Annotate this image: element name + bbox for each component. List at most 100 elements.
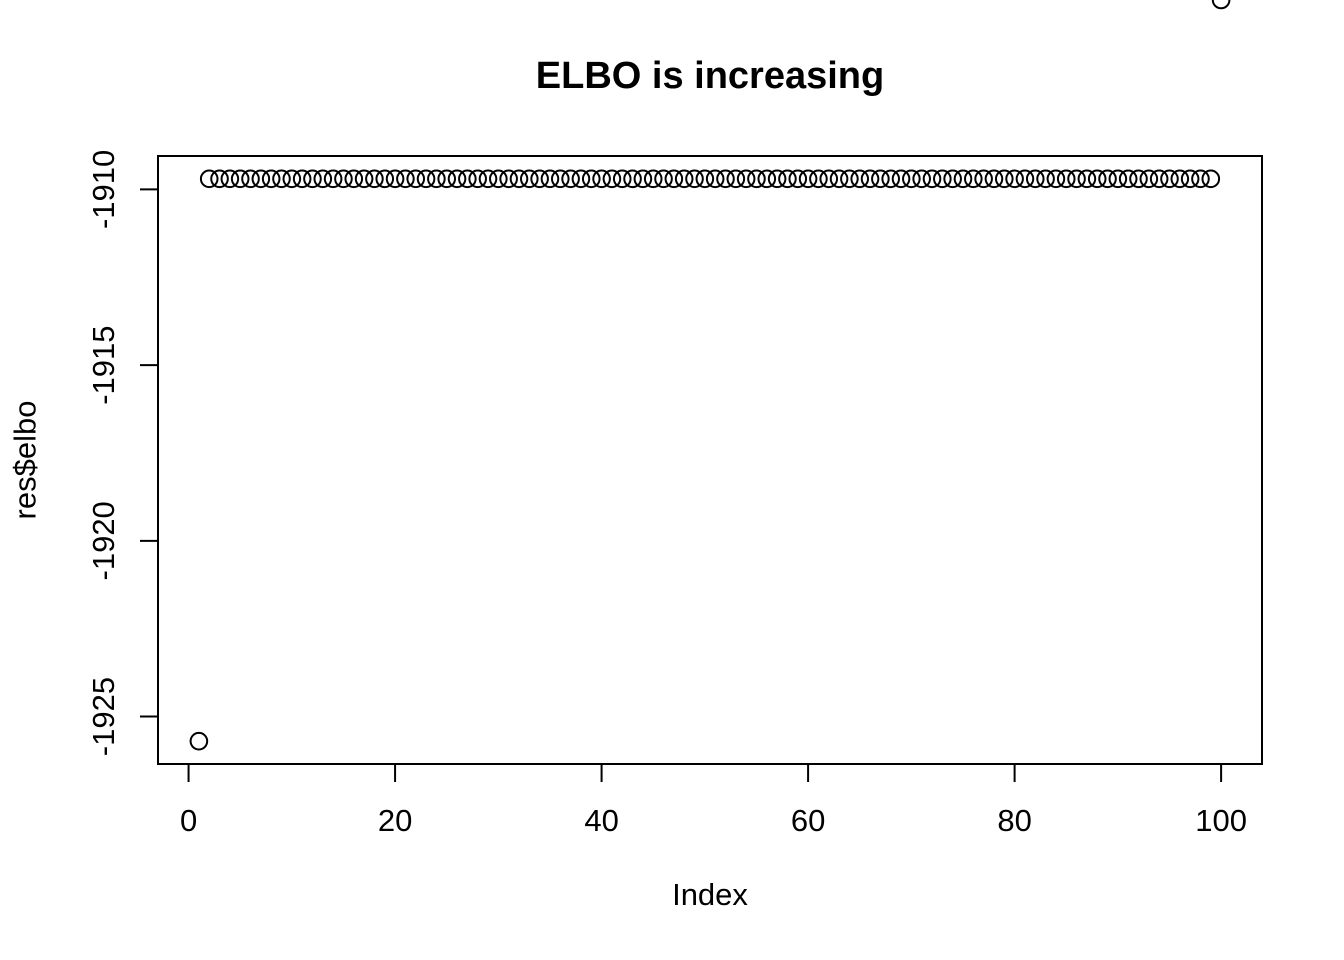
data-point [230,169,250,189]
data-point [540,169,560,189]
data-point [695,169,715,189]
data-point [643,169,663,189]
data-point [1046,169,1066,189]
data-point [571,169,591,189]
data-point [602,169,622,189]
data-point [933,169,952,189]
data-point [778,169,797,189]
data-point [1170,169,1190,189]
data-point [1160,169,1179,189]
data-point [685,169,704,189]
data-point [1139,169,1159,189]
data-point [809,169,828,189]
data-point [478,169,498,189]
x-tick-label: 0 [180,803,197,838]
data-point [416,169,436,189]
data-point [241,169,260,189]
data-point [313,169,333,189]
data-point [1149,169,1169,189]
data-point [943,169,962,189]
x-axis-label: Index [672,877,748,912]
x-tick-label: 60 [791,803,825,838]
data-point [520,169,539,189]
data-point [458,169,477,189]
data-point [871,169,890,189]
data-point [1098,169,1117,189]
y-tick-label: -1925 [86,677,121,756]
data-point [292,169,312,189]
data-point [530,169,549,189]
data-point [767,169,787,189]
x-tick-label: 80 [997,803,1031,838]
data-point [840,169,859,189]
data-point [654,169,673,189]
data-point [757,169,777,189]
data-point [902,169,921,189]
data-point [199,169,219,189]
data-point [633,169,653,189]
data-point [1211,0,1231,10]
data-point [1036,169,1055,189]
data-point [716,169,735,189]
data-point [489,169,508,189]
data-point [726,169,746,189]
data-point [561,169,580,189]
data-point [189,731,209,751]
data-point [1077,169,1097,189]
x-tick-label: 40 [584,803,618,838]
data-point [974,169,993,189]
data-point [736,169,756,189]
data-point [581,169,601,189]
data-point [891,169,911,189]
data-point [468,169,487,189]
data-point [1108,169,1128,189]
data-point [427,169,446,189]
data-point [860,169,880,189]
data-point [210,169,229,189]
data-point [623,169,642,189]
data-point [396,169,415,189]
data-point [850,169,870,189]
data-point [1005,169,1024,189]
data-point [334,169,353,189]
data-point [1118,169,1138,189]
data-point [963,169,983,189]
data-point [1025,169,1045,189]
data-point [747,169,766,189]
data-point [251,169,271,189]
data-point [365,169,384,189]
data-point [344,169,364,189]
data-point [303,169,322,189]
data-point [705,169,725,189]
data-point [406,169,426,189]
x-tick-label: 100 [1195,803,1247,838]
data-point [385,169,405,189]
data-point [612,169,632,189]
data-point [375,169,395,189]
data-point [1129,169,1148,189]
data-point [447,169,467,189]
y-tick-label: -1910 [86,150,121,229]
data-point [437,169,457,189]
data-point [1067,169,1086,189]
y-tick-label: -1915 [86,325,121,404]
data-point [1087,169,1107,189]
data-point [922,169,942,189]
plot-box [157,155,1263,765]
data-point [674,169,694,189]
data-point [912,169,931,189]
data-point [1191,169,1210,189]
data-point [664,169,684,189]
data-point [798,169,818,189]
data-point [550,169,570,189]
chart-title: ELBO is increasing [535,55,885,97]
y-tick-label: -1920 [86,501,121,580]
data-point [592,169,611,189]
data-point [323,169,343,189]
data-point [829,169,849,189]
data-point [1056,169,1076,189]
data-point [984,169,1004,189]
data-point [220,169,240,189]
